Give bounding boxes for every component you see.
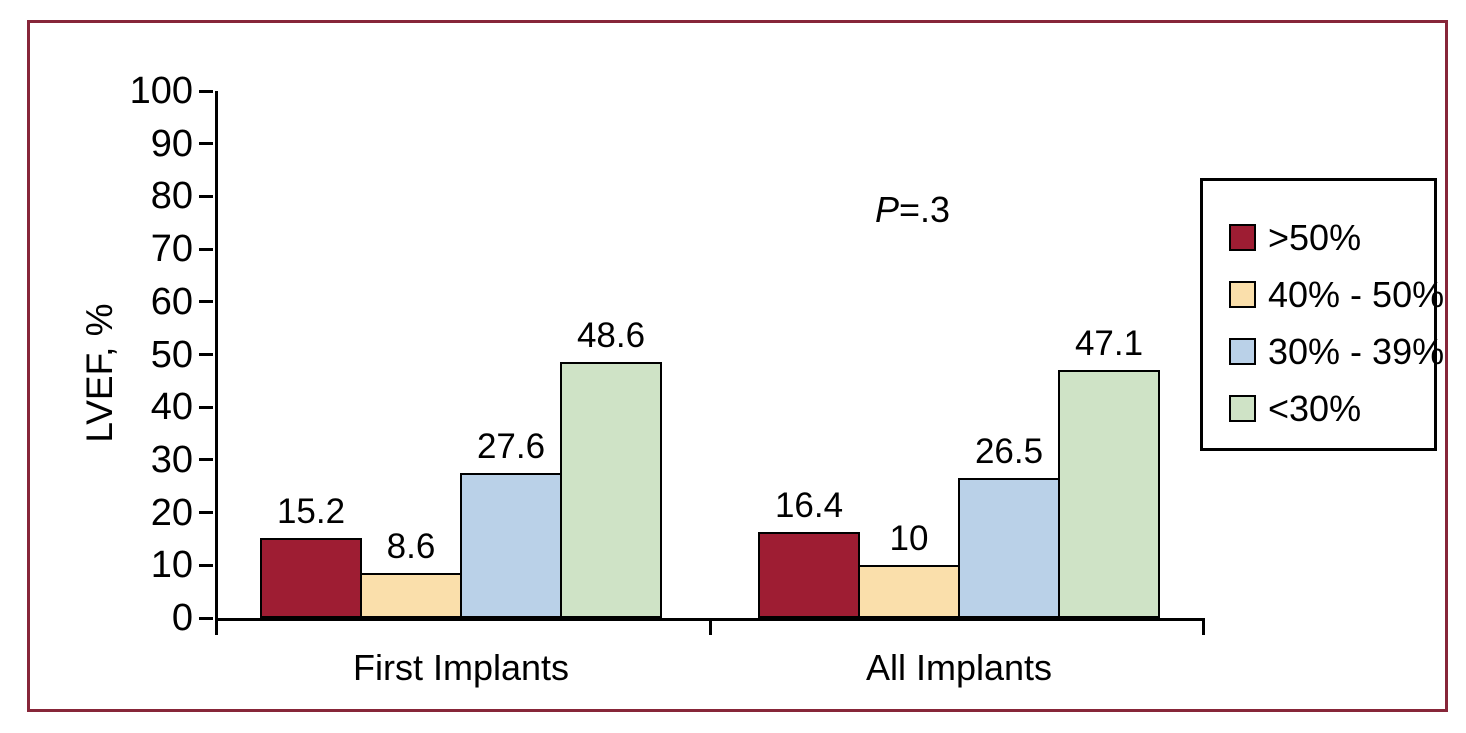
p-value-text: =.3 bbox=[899, 189, 951, 230]
bar bbox=[1058, 370, 1160, 618]
legend-swatch bbox=[1229, 338, 1256, 365]
bar bbox=[758, 532, 860, 618]
bar-value-label: 8.6 bbox=[386, 527, 436, 566]
bar-value-label: 48.6 bbox=[576, 316, 646, 355]
legend-label: >50% bbox=[1268, 216, 1362, 258]
p-value-annotation: P=.3 bbox=[875, 189, 950, 231]
y-tick-label: 20 bbox=[150, 491, 193, 534]
legend-label: 30% - 39% bbox=[1268, 330, 1445, 372]
y-tick bbox=[199, 353, 213, 356]
bar bbox=[858, 565, 960, 618]
bar bbox=[360, 573, 462, 618]
legend-item: <30% bbox=[1229, 380, 1434, 437]
bar bbox=[460, 473, 562, 618]
legend-swatch bbox=[1229, 395, 1256, 422]
p-value-symbol: P bbox=[875, 189, 900, 230]
y-tick-label: 100 bbox=[129, 70, 193, 112]
legend-swatch bbox=[1229, 224, 1256, 251]
y-tick-label: 50 bbox=[150, 333, 193, 376]
legend-item: >50% bbox=[1229, 209, 1434, 266]
y-tick bbox=[199, 247, 213, 251]
legend-item: 40% - 50% bbox=[1229, 266, 1444, 323]
legend: >50% 40% - 50% 30% - 39% <30% bbox=[1200, 178, 1444, 451]
y-tick-label: 70 bbox=[150, 228, 193, 271]
bar-value-label: 16.4 bbox=[774, 486, 844, 525]
bar-value-label: 26.5 bbox=[974, 432, 1044, 471]
legend-swatch bbox=[1229, 281, 1256, 308]
bar-value-label: 10 bbox=[889, 519, 929, 558]
legend-label: 40% - 50% bbox=[1268, 273, 1445, 315]
category-label: All Implants bbox=[865, 647, 1053, 688]
legend-item: 30% - 39% bbox=[1229, 323, 1444, 380]
bar-value-label: 47.1 bbox=[1074, 324, 1144, 363]
bar bbox=[958, 478, 1060, 618]
y-axis-line bbox=[215, 91, 218, 621]
y-tick bbox=[199, 89, 213, 93]
y-tick-label: 40 bbox=[150, 386, 193, 429]
y-tick bbox=[199, 563, 213, 567]
x-tick bbox=[1202, 621, 1205, 635]
y-tick bbox=[199, 616, 213, 620]
figure-frame: LVEF, % P=.3 0 10 20 30 40 50 60 70 80 90 100 15.2 8… bbox=[27, 20, 1448, 712]
bar-value-label: 15.2 bbox=[276, 492, 346, 531]
y-tick bbox=[199, 405, 213, 409]
y-tick bbox=[199, 300, 213, 304]
bar bbox=[560, 362, 662, 618]
bar bbox=[260, 538, 362, 618]
y-tick-label: 60 bbox=[150, 280, 193, 323]
legend-label: <30% bbox=[1268, 387, 1362, 429]
y-tick-label: 80 bbox=[150, 175, 193, 218]
y-tick bbox=[199, 194, 213, 198]
plot-area: P=.3 0 10 20 30 40 50 60 70 80 90 100 15.2 8.6 27.6 48… bbox=[130, 70, 1205, 711]
y-tick-label: 10 bbox=[150, 544, 193, 587]
y-tick bbox=[199, 511, 213, 515]
x-tick bbox=[709, 621, 712, 635]
y-tick-label: 30 bbox=[150, 438, 193, 481]
y-tick-label: 90 bbox=[150, 122, 193, 165]
y-tick bbox=[199, 142, 213, 146]
x-axis-line bbox=[215, 618, 1205, 621]
y-tick-label: 0 bbox=[171, 597, 193, 639]
x-tick bbox=[215, 621, 218, 635]
bar-value-label: 27.6 bbox=[476, 427, 546, 466]
y-tick bbox=[199, 458, 213, 462]
category-label: First Implants bbox=[352, 647, 570, 688]
